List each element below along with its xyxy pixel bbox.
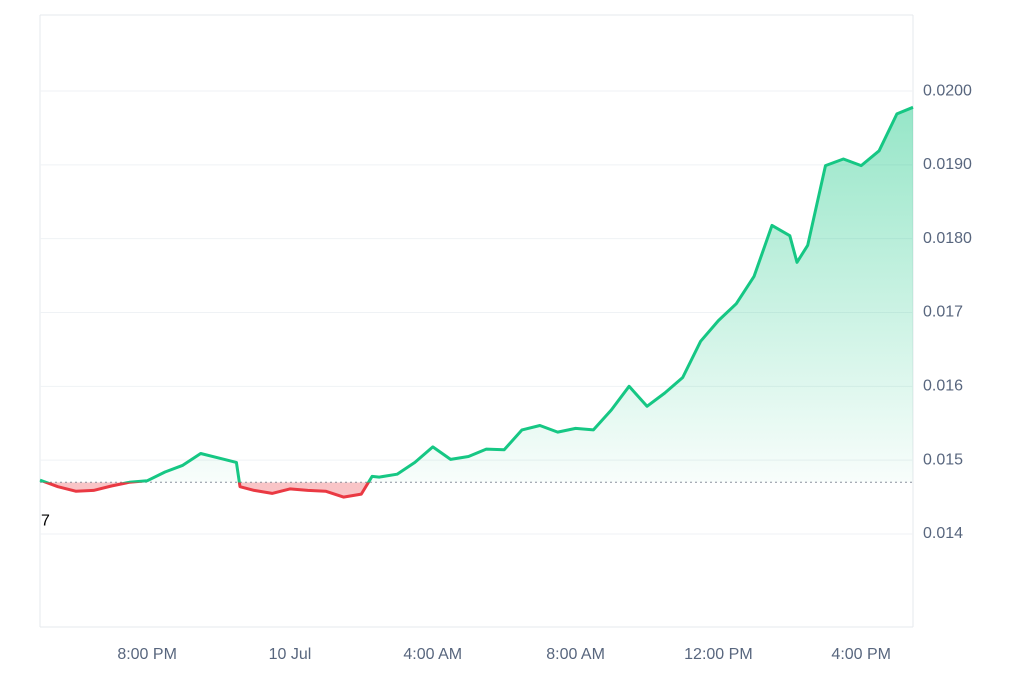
x-tick-label: 12:00 PM [684, 646, 752, 663]
price-line [39, 105, 914, 499]
x-tick-label: 8:00 AM [546, 646, 605, 663]
x-tick-label: 10 Jul [269, 646, 312, 663]
x-tick-label: 4:00 AM [403, 646, 462, 663]
y-tick-label: 0.016 [923, 378, 963, 395]
x-tick-label: 8:00 PM [117, 646, 177, 663]
price-area [40, 107, 913, 498]
x-tick-label: 4:00 PM [831, 646, 891, 663]
baseline-label: 7 [41, 513, 50, 530]
y-tick-label: 0.0190 [923, 156, 972, 173]
y-tick-label: 0.014 [923, 525, 963, 542]
y-tick-label: 0.017 [923, 304, 963, 321]
y-tick-label: 0.0200 [923, 82, 972, 99]
y-tick-label: 0.015 [923, 451, 963, 468]
y-tick-label: 0.0180 [923, 230, 972, 247]
